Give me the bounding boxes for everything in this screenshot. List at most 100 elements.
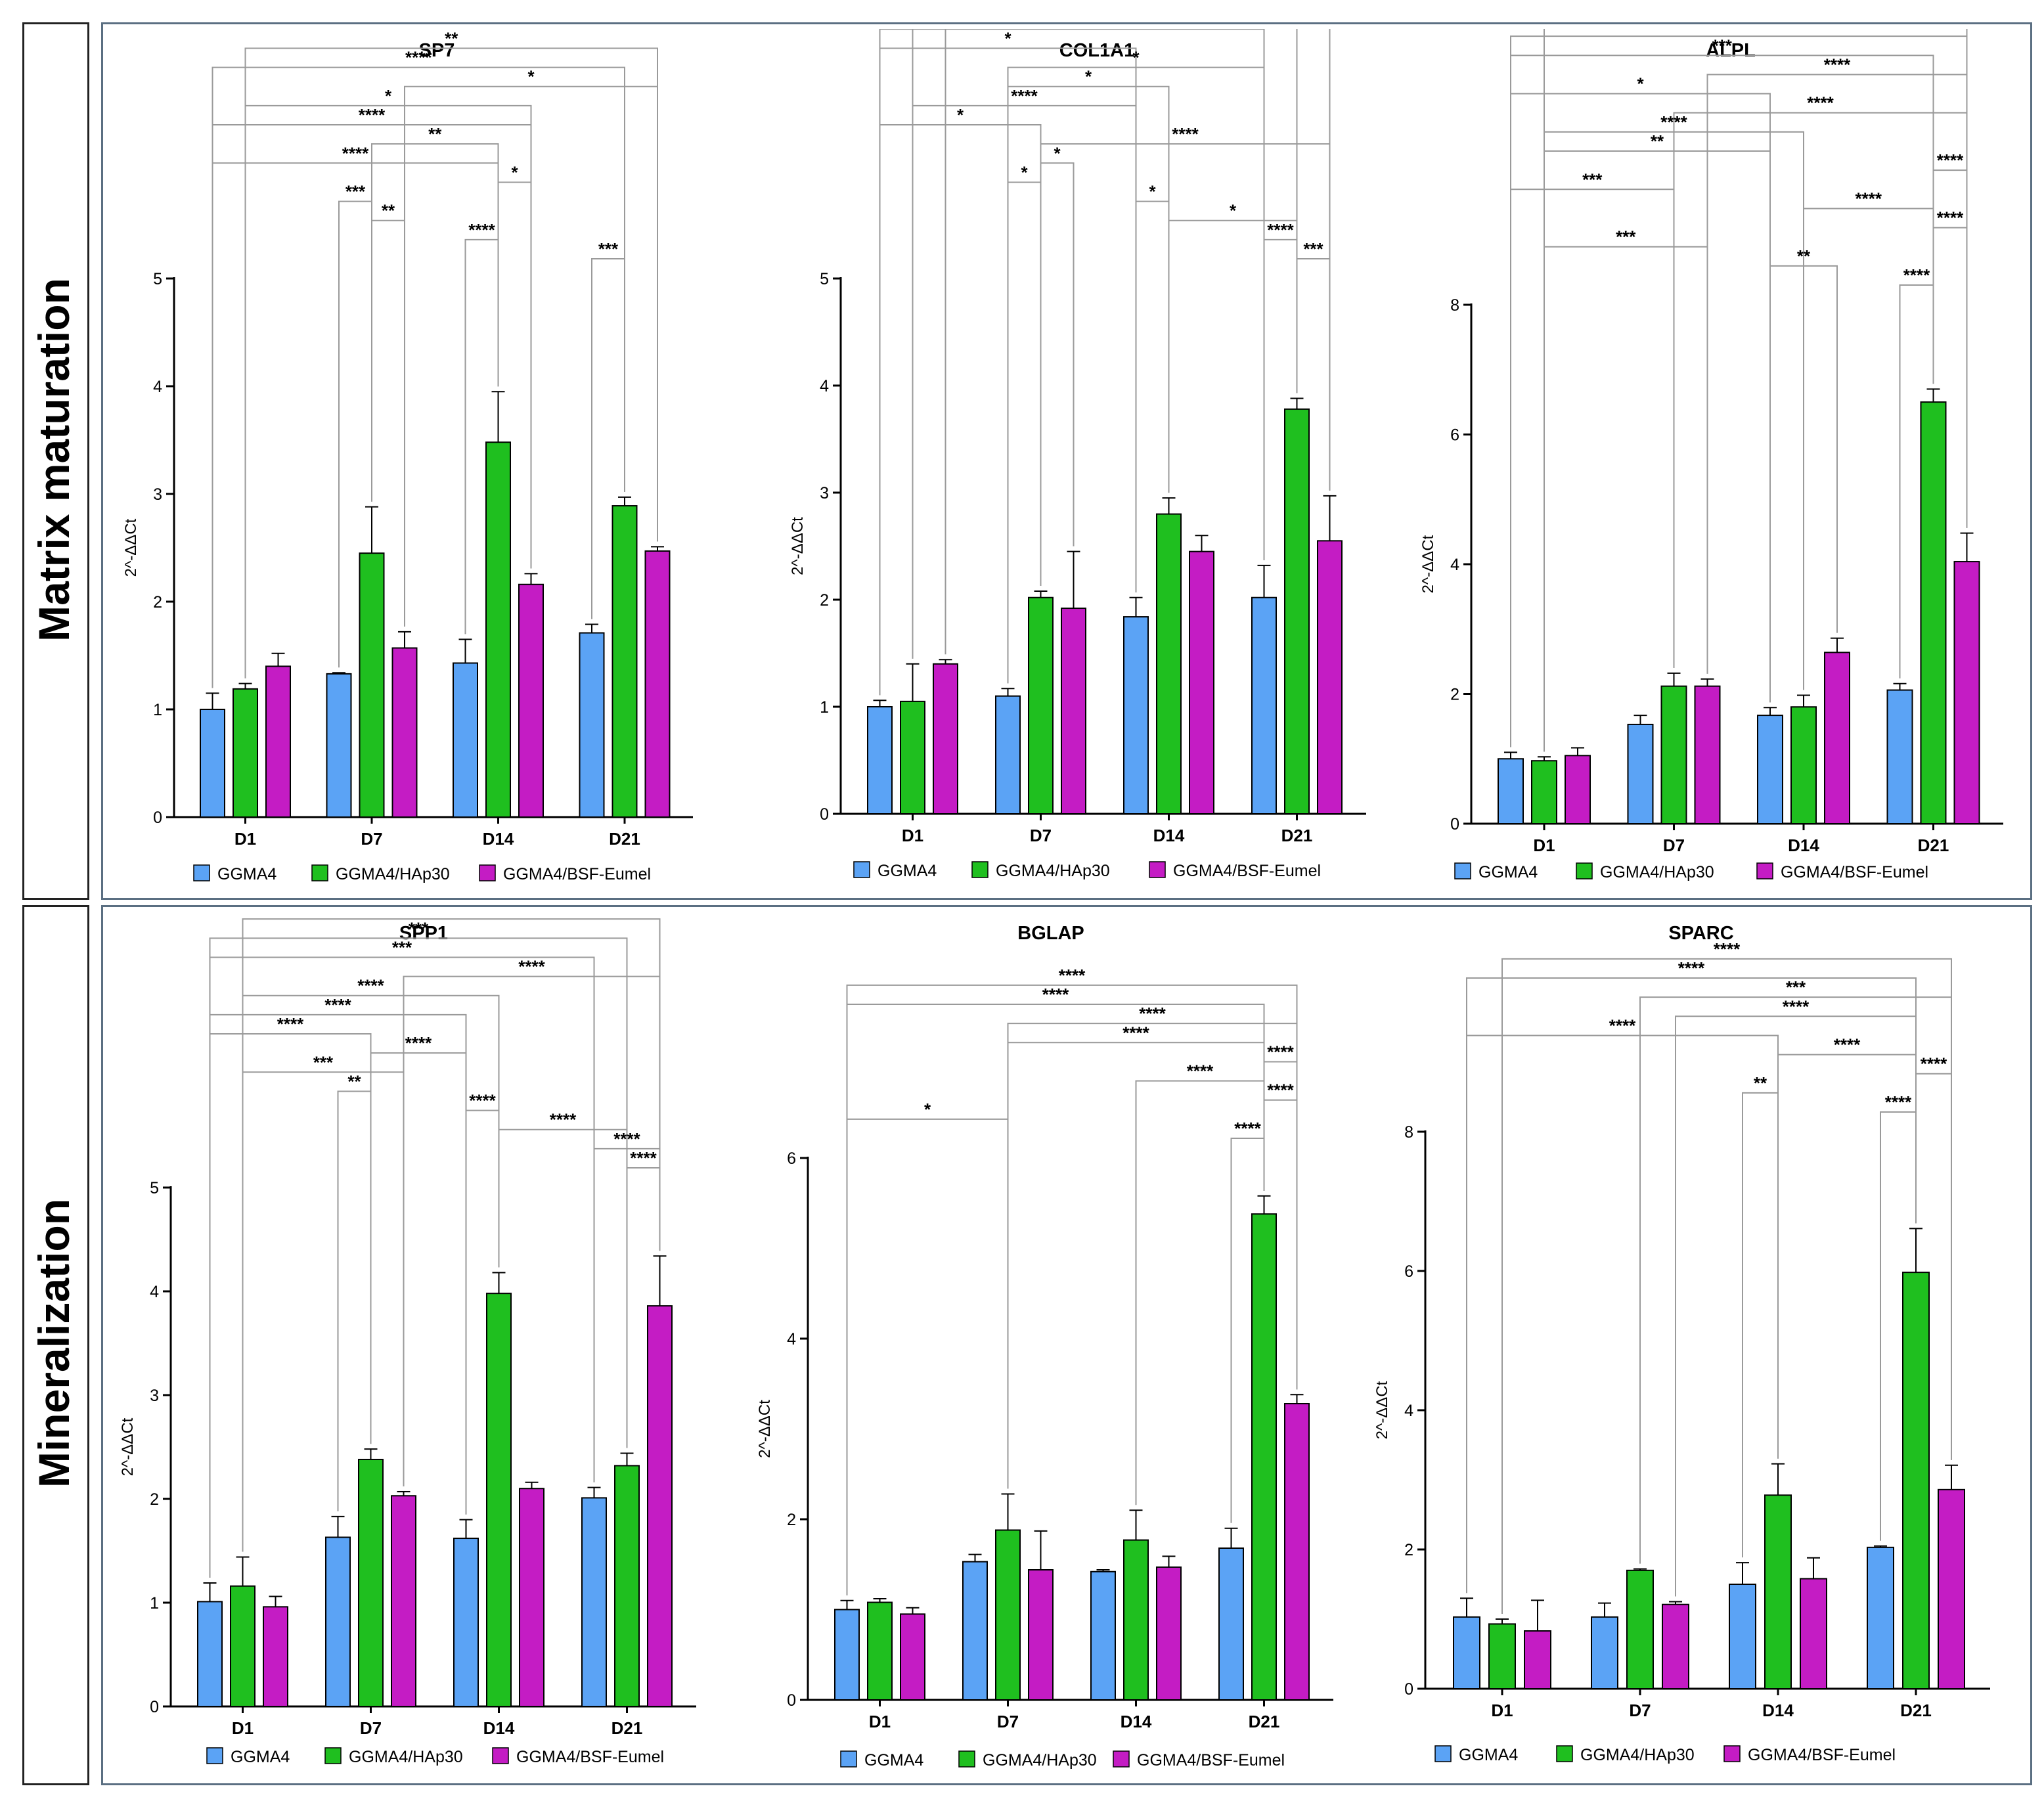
significance-label: * <box>1085 67 1092 87</box>
significance-label: * <box>1004 29 1011 48</box>
legend-label-ggma4-hap30: GGMA4/HAp30 <box>996 862 1110 880</box>
legend-label-ggma4-hap30: GGMA4/HAp30 <box>336 865 450 883</box>
bar-ggma4-bsf-eumel-d7 <box>391 647 418 818</box>
significance-label: ** <box>347 1071 361 1091</box>
bar-ggma4-hap30-d14 <box>1156 513 1182 814</box>
significance-label: * <box>957 105 964 125</box>
significance-bracket <box>209 1033 372 1578</box>
bar-ggma4-d1 <box>1498 758 1524 824</box>
bar-ggma4-hap30-d14 <box>1123 1539 1149 1701</box>
x-tick-label-d7: D7 <box>360 1718 382 1738</box>
significance-label: **** <box>1807 93 1834 113</box>
significance-label: ** <box>445 29 458 48</box>
significance-bracket <box>1510 189 1675 747</box>
bar-ggma4-d7 <box>1627 723 1654 824</box>
significance-label: **** <box>1783 996 1810 1016</box>
x-tick-label-d21: D21 <box>1918 835 1949 855</box>
significance-bracket <box>1510 55 1934 747</box>
significance-label: * <box>1149 182 1156 202</box>
x-tick-label-d7: D7 <box>1030 826 1052 845</box>
significance-bracket <box>242 1071 405 1552</box>
x-tick-label-d14: D14 <box>483 1718 515 1738</box>
y-tick-label: 5 <box>153 270 162 288</box>
section-label-mineralization: Mineralization <box>30 1198 78 1488</box>
chart-title: COL1A1 <box>1059 40 1134 61</box>
significance-bracket <box>626 1167 661 1448</box>
significance-bracket <box>1510 35 1968 747</box>
bar-ggma4-hap30-d7 <box>995 1529 1021 1701</box>
bar-ggma4-d14 <box>453 1538 479 1707</box>
significance-label: **** <box>1139 1004 1166 1023</box>
legend-label-ggma4: GGMA4 <box>1478 863 1538 881</box>
legend-swatch-ggma4-bsf-eumel <box>1149 861 1166 878</box>
significance-label: ** <box>1797 246 1811 266</box>
bar-ggma4-d1 <box>834 1609 860 1701</box>
significance-label: **** <box>630 1148 657 1168</box>
x-tick-label-d14: D14 <box>1788 835 1819 855</box>
significance-label: **** <box>1187 1061 1214 1081</box>
bar-ggma4-bsf-eumel-d21 <box>1284 1403 1310 1701</box>
y-tick-label: 2 <box>787 1511 796 1529</box>
y-tick-label: 5 <box>820 270 829 288</box>
y-axis-label: 2^-ΔΔCt <box>122 518 140 577</box>
bar-ggma4-hap30-d21 <box>1251 1213 1277 1701</box>
x-tick-label-d21: D21 <box>609 829 640 849</box>
bar-ggma4-d14 <box>1123 616 1149 815</box>
significance-bracket <box>591 258 625 619</box>
y-tick-label: 5 <box>150 1179 159 1197</box>
significance-label: **** <box>1609 1015 1636 1035</box>
x-tick-label-d21: D21 <box>611 1718 643 1738</box>
significance-bracket <box>1544 150 1771 752</box>
significance-label: **** <box>1903 265 1930 285</box>
significance-bracket <box>912 29 1298 659</box>
significance-bracket <box>1742 1092 1779 1558</box>
section-label-box-top <box>22 22 89 900</box>
bar-ggma4-hap30-d7 <box>1660 685 1687 825</box>
x-tick-label-d7: D7 <box>1629 1701 1651 1720</box>
significance-bracket <box>211 66 625 688</box>
significance-bracket <box>1777 1054 1917 1459</box>
bar-ggma4-hap30-d21 <box>614 1465 640 1707</box>
significance-label: **** <box>1172 124 1199 144</box>
x-tick-label-d7: D7 <box>1663 835 1685 855</box>
significance-label: ** <box>1754 1073 1767 1093</box>
significance-label: **** <box>469 1091 496 1111</box>
significance-label: * <box>924 1100 931 1119</box>
significance-bracket <box>1296 258 1331 491</box>
legend-label-ggma4-bsf-eumel: GGMA4/BSF-Eumel <box>1173 862 1321 880</box>
y-axis-label: 2^-ΔΔCt <box>1373 1381 1391 1439</box>
y-tick-label: 0 <box>150 1698 159 1716</box>
significance-label: * <box>527 67 535 87</box>
y-tick-label: 1 <box>820 698 829 717</box>
legend-label-ggma4-bsf-eumel: GGMA4/BSF-Eumel <box>1781 863 1928 881</box>
chart-title: ALPL <box>1706 40 1756 61</box>
legend-label-ggma4-hap30: GGMA4/HAp30 <box>349 1748 463 1766</box>
bar-ggma4-bsf-eumel-d7 <box>1028 1569 1054 1701</box>
legend-swatch-ggma4 <box>193 864 210 881</box>
y-tick-label: 0 <box>820 805 829 824</box>
significance-label: **** <box>1122 1023 1149 1042</box>
bar-ggma4-d21 <box>1867 1546 1894 1689</box>
legend-swatch-ggma4-bsf-eumel <box>1113 1750 1130 1768</box>
significance-bracket <box>846 1004 1265 1595</box>
significance-bracket <box>211 162 499 688</box>
x-tick-label-d1: D1 <box>1533 835 1555 855</box>
significance-label: *** <box>1616 227 1636 247</box>
bar-ggma4-d14 <box>453 662 478 818</box>
significance-bracket <box>244 47 658 679</box>
bar-ggma4-hap30-d14 <box>485 441 511 818</box>
x-tick-label-d7: D7 <box>361 829 382 849</box>
bar-ggma4-hap30-d7 <box>359 552 385 818</box>
significance-label: *** <box>392 937 412 957</box>
bar-ggma4-d1 <box>197 1601 223 1708</box>
significance-label: **** <box>1267 1080 1294 1100</box>
significance-bracket <box>1466 1035 1779 1593</box>
legend-label-ggma4-bsf-eumel: GGMA4/BSF-Eumel <box>1137 1751 1285 1770</box>
legend-swatch-ggma4-hap30 <box>1576 862 1593 879</box>
legend-swatch-ggma4-hap30 <box>971 861 989 878</box>
bar-ggma4-hap30-d1 <box>867 1601 893 1701</box>
x-tick-label-d14: D14 <box>1762 1701 1794 1720</box>
significance-bracket <box>1466 977 1917 1593</box>
